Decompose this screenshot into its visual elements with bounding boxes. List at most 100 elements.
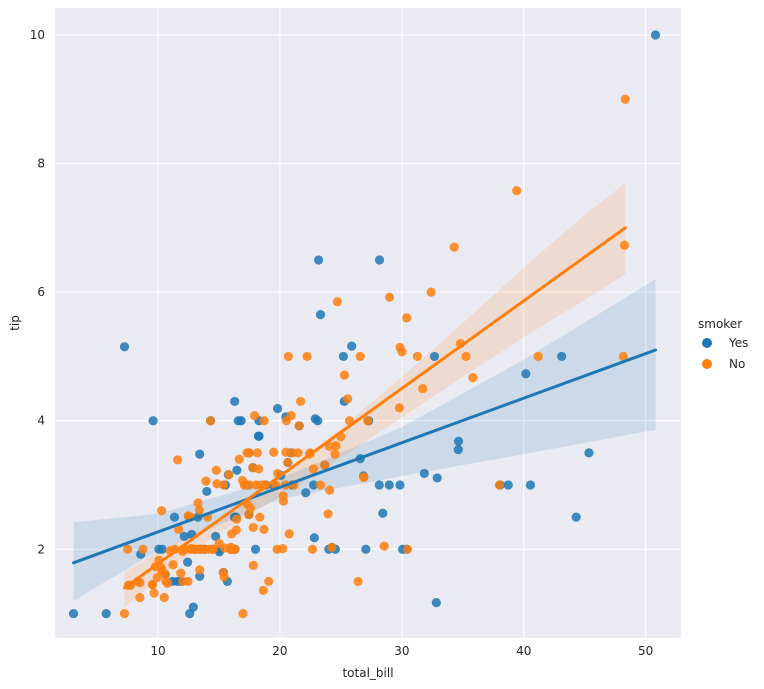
x-axis-label: total_bill — [342, 666, 393, 680]
data-point-no — [353, 576, 363, 587]
data-point-no — [252, 448, 262, 458]
data-point-no — [412, 351, 422, 362]
data-point-no — [402, 313, 412, 323]
legend-label-no: No — [729, 357, 745, 371]
data-point-no — [461, 351, 471, 362]
data-point-no — [255, 512, 265, 522]
data-point-no — [186, 544, 197, 554]
x-tick-label: 40 — [516, 644, 531, 658]
data-point-no — [173, 455, 183, 465]
data-point-yes — [254, 431, 264, 441]
data-point-no — [296, 396, 306, 407]
data-point-yes — [453, 436, 464, 446]
data-point-no — [234, 454, 244, 464]
data-point-yes — [384, 480, 394, 490]
data-point-no — [330, 449, 340, 459]
y-tick-labels: 2 4 6 8 10 — [30, 28, 45, 556]
y-tick-label: 8 — [37, 157, 45, 171]
data-point-no — [162, 578, 172, 588]
data-point-no — [174, 524, 184, 534]
data-point-no — [323, 509, 333, 519]
data-point-no — [449, 242, 459, 252]
data-point-yes — [313, 416, 323, 426]
data-point-no — [232, 514, 242, 524]
data-point-no — [269, 447, 279, 457]
data-point-yes — [101, 608, 111, 619]
data-point-yes — [236, 416, 246, 426]
data-point-no — [201, 476, 211, 486]
data-point-yes — [571, 512, 581, 522]
data-point-yes — [525, 480, 536, 490]
data-point-no — [363, 416, 373, 426]
data-point-yes — [211, 531, 221, 542]
legend-title: smoker — [698, 317, 742, 331]
x-tick-label: 20 — [272, 644, 287, 658]
data-point-yes — [521, 369, 531, 379]
data-point-no — [302, 351, 312, 362]
data-point-yes — [453, 445, 463, 455]
data-point-no — [254, 464, 264, 474]
data-point-yes — [432, 473, 442, 483]
data-point-no — [281, 416, 291, 426]
data-point-yes — [195, 449, 205, 459]
data-point-no — [138, 544, 148, 554]
data-point-no — [278, 544, 288, 554]
data-point-no — [238, 608, 248, 619]
data-point-yes — [361, 544, 371, 554]
regression-line-yes — [72, 348, 658, 565]
data-point-no — [339, 370, 350, 380]
data-point-no — [468, 373, 478, 383]
data-point-no — [135, 578, 145, 588]
data-points — [68, 30, 661, 619]
data-point-no — [284, 529, 294, 539]
data-point-no — [426, 287, 436, 297]
data-point-no — [259, 416, 269, 426]
data-point-yes — [169, 512, 180, 522]
data-point-no — [244, 480, 255, 490]
data-point-yes — [557, 351, 567, 362]
data-point-no — [248, 560, 258, 570]
data-point-yes — [395, 480, 405, 490]
y-axis-label: tip — [8, 315, 22, 331]
legend-marker-yes — [702, 338, 712, 348]
data-point-no — [258, 585, 268, 596]
data-point-yes — [273, 403, 283, 414]
data-point-yes — [650, 30, 661, 40]
data-point-no — [418, 383, 428, 394]
data-point-yes — [308, 480, 319, 490]
data-point-no — [320, 460, 330, 470]
data-point-no — [208, 544, 218, 554]
data-point-no — [264, 576, 274, 587]
data-point-no — [224, 470, 234, 480]
data-point-no — [294, 421, 304, 431]
data-point-yes — [347, 341, 357, 351]
data-point-no — [512, 185, 522, 196]
y-tick-label: 2 — [37, 542, 45, 556]
data-point-yes — [188, 602, 198, 612]
data-point-no — [227, 529, 237, 539]
data-point-yes — [301, 488, 311, 498]
data-point-no — [283, 351, 293, 362]
data-point-no — [147, 580, 158, 590]
data-point-no — [196, 544, 206, 554]
data-point-yes — [202, 486, 212, 497]
x-tick-label: 50 — [638, 644, 653, 658]
data-point-no — [159, 592, 169, 603]
data-point-yes — [148, 416, 158, 426]
data-point-no — [194, 505, 204, 515]
data-point-no — [156, 506, 167, 516]
data-point-no — [225, 544, 236, 554]
data-point-no — [152, 572, 162, 583]
x-tick-label: 30 — [394, 644, 409, 658]
data-point-no — [193, 498, 203, 508]
data-point-yes — [183, 557, 193, 567]
data-point-yes — [374, 480, 384, 490]
y-tick-label: 10 — [30, 28, 45, 42]
data-point-yes — [157, 544, 167, 554]
data-point-no — [359, 472, 369, 482]
data-point-yes — [250, 544, 261, 554]
data-point-no — [494, 480, 505, 490]
y-tick-label: 4 — [37, 414, 45, 428]
data-point-no — [218, 567, 228, 578]
data-point-no — [327, 542, 337, 552]
